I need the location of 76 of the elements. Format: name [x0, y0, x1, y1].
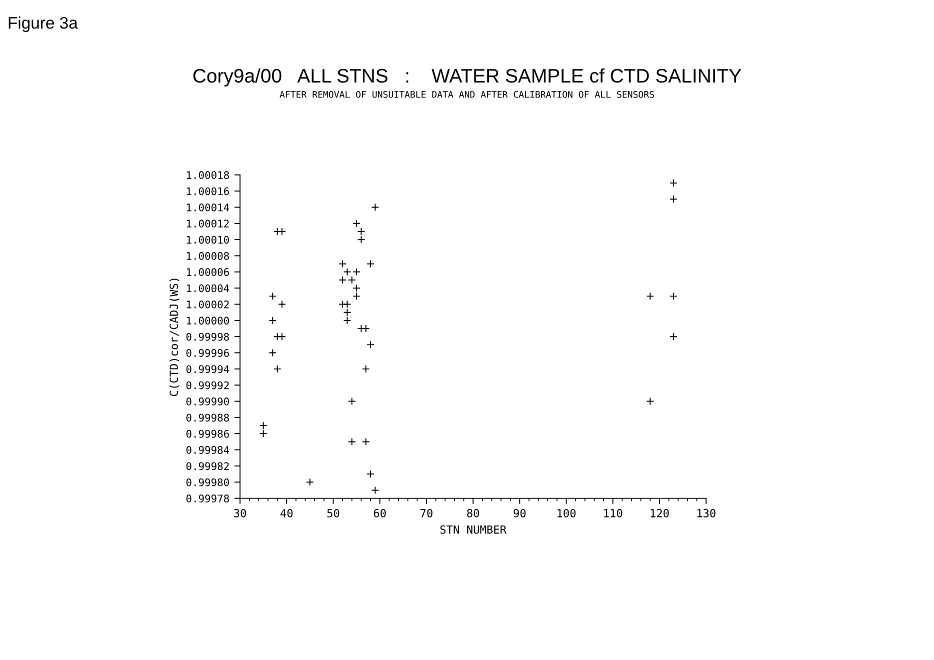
x-tick-label: 120: [650, 508, 669, 518]
y-tick-label: 1.00016: [186, 187, 229, 196]
y-tick-label: 1.00014: [186, 203, 230, 212]
point: [670, 195, 678, 204]
y-tick-label: 1.00008: [186, 252, 229, 260]
y-axis-title: C(CTD)cor/CADJ(WS): [169, 278, 180, 396]
point: [259, 422, 268, 430]
point: [338, 300, 347, 308]
point: [278, 300, 286, 308]
point: [348, 397, 356, 406]
y-tick-label: 1.00006: [186, 268, 229, 276]
x-tick-label: 80: [467, 508, 480, 518]
point: [338, 276, 347, 284]
point: [338, 260, 347, 268]
y-tick-label: 1.00012: [186, 220, 229, 228]
y-tick-label: 0.99984: [186, 446, 230, 454]
point: [366, 260, 374, 268]
point: [352, 292, 361, 300]
x-tick-label: 70: [420, 508, 432, 518]
point: [343, 316, 352, 324]
y-tick-label: 0.99990: [186, 398, 229, 406]
point: [268, 348, 277, 357]
point: [352, 284, 361, 292]
y-tick-label: 1.00018: [186, 171, 229, 180]
y-tick-label: 0.99978: [186, 494, 229, 502]
chart-subtitle: AFTER REMOVAL OF UNSUITABLE DATA AND AFTER CALIBRATION OF ALL SENSORS: [280, 90, 654, 98]
x-tick-label: 40: [280, 508, 293, 518]
point: [357, 228, 366, 236]
x-tick-label: 130: [697, 508, 716, 518]
point: [268, 316, 277, 324]
point: [357, 236, 366, 244]
point: [366, 470, 374, 478]
y-tick-label: 0.99998: [186, 332, 229, 341]
point: [259, 430, 268, 438]
chart-title: Cory9a/00 ALL STNS : WATER SAMPLE cf CTD SALINITY: [193, 68, 742, 87]
point: [646, 292, 654, 300]
x-tick-label: 100: [558, 508, 576, 518]
point: [362, 364, 370, 373]
point: [362, 438, 370, 446]
y-tick-label: 0.99988: [186, 414, 229, 422]
caption: Figure 3a: [8, 16, 78, 32]
point: [670, 332, 678, 341]
y-tick-label: 0.99996: [186, 349, 229, 357]
y-tick-label: 1.00010: [186, 236, 229, 244]
point: [670, 179, 678, 187]
x-tick-label: 110: [604, 508, 622, 518]
y-tick-label: 1.00002: [186, 300, 229, 308]
point: [646, 397, 654, 406]
point: [343, 308, 352, 316]
point: [348, 276, 356, 284]
x-axis-title: STN NUMBER: [440, 525, 507, 534]
x-tick-label: 30: [234, 508, 246, 518]
point: [278, 332, 286, 341]
point: [268, 292, 277, 300]
point: [366, 340, 374, 349]
point: [371, 486, 380, 494]
point: [273, 332, 282, 341]
point: [348, 438, 356, 446]
y-tick-label: 0.99992: [186, 381, 229, 390]
x-tick-label: 90: [514, 508, 526, 518]
y-tick-label: 1.00000: [186, 316, 229, 325]
point: [670, 292, 678, 300]
y-tick-label: 0.99980: [186, 478, 229, 486]
y-tick-label: 0.99994: [186, 365, 230, 374]
x-tick-label: 60: [374, 508, 386, 518]
point: [306, 478, 314, 486]
point: [273, 364, 282, 373]
point: [352, 219, 361, 228]
point: [352, 268, 361, 276]
y-tick-label: 0.99982: [186, 462, 229, 470]
y-tick-label: 0.99986: [186, 430, 229, 438]
y-tick-label: 1.00004: [186, 284, 230, 292]
x-tick-label: 50: [327, 508, 340, 518]
point: [371, 203, 380, 212]
point: [343, 300, 352, 308]
point: [343, 268, 352, 276]
